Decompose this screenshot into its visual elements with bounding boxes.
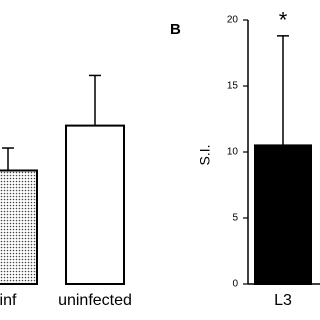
y-tick-label: 20 xyxy=(227,15,239,26)
bar xyxy=(254,144,312,285)
y-tick-label: 10 xyxy=(227,147,239,158)
y-tick-label: 0 xyxy=(232,279,238,290)
x-tick-label: uninfected xyxy=(58,292,132,309)
y-tick-label: 5 xyxy=(232,213,238,224)
y-axis-label: S.I. xyxy=(197,144,213,165)
x-tick-label: L3 xyxy=(274,292,292,309)
y-tick-label: 15 xyxy=(227,81,239,92)
panel-label: B xyxy=(170,21,181,38)
bar xyxy=(65,124,125,285)
x-tick-label: inf xyxy=(0,292,17,309)
bar xyxy=(0,169,38,285)
annotation: * xyxy=(279,8,288,33)
